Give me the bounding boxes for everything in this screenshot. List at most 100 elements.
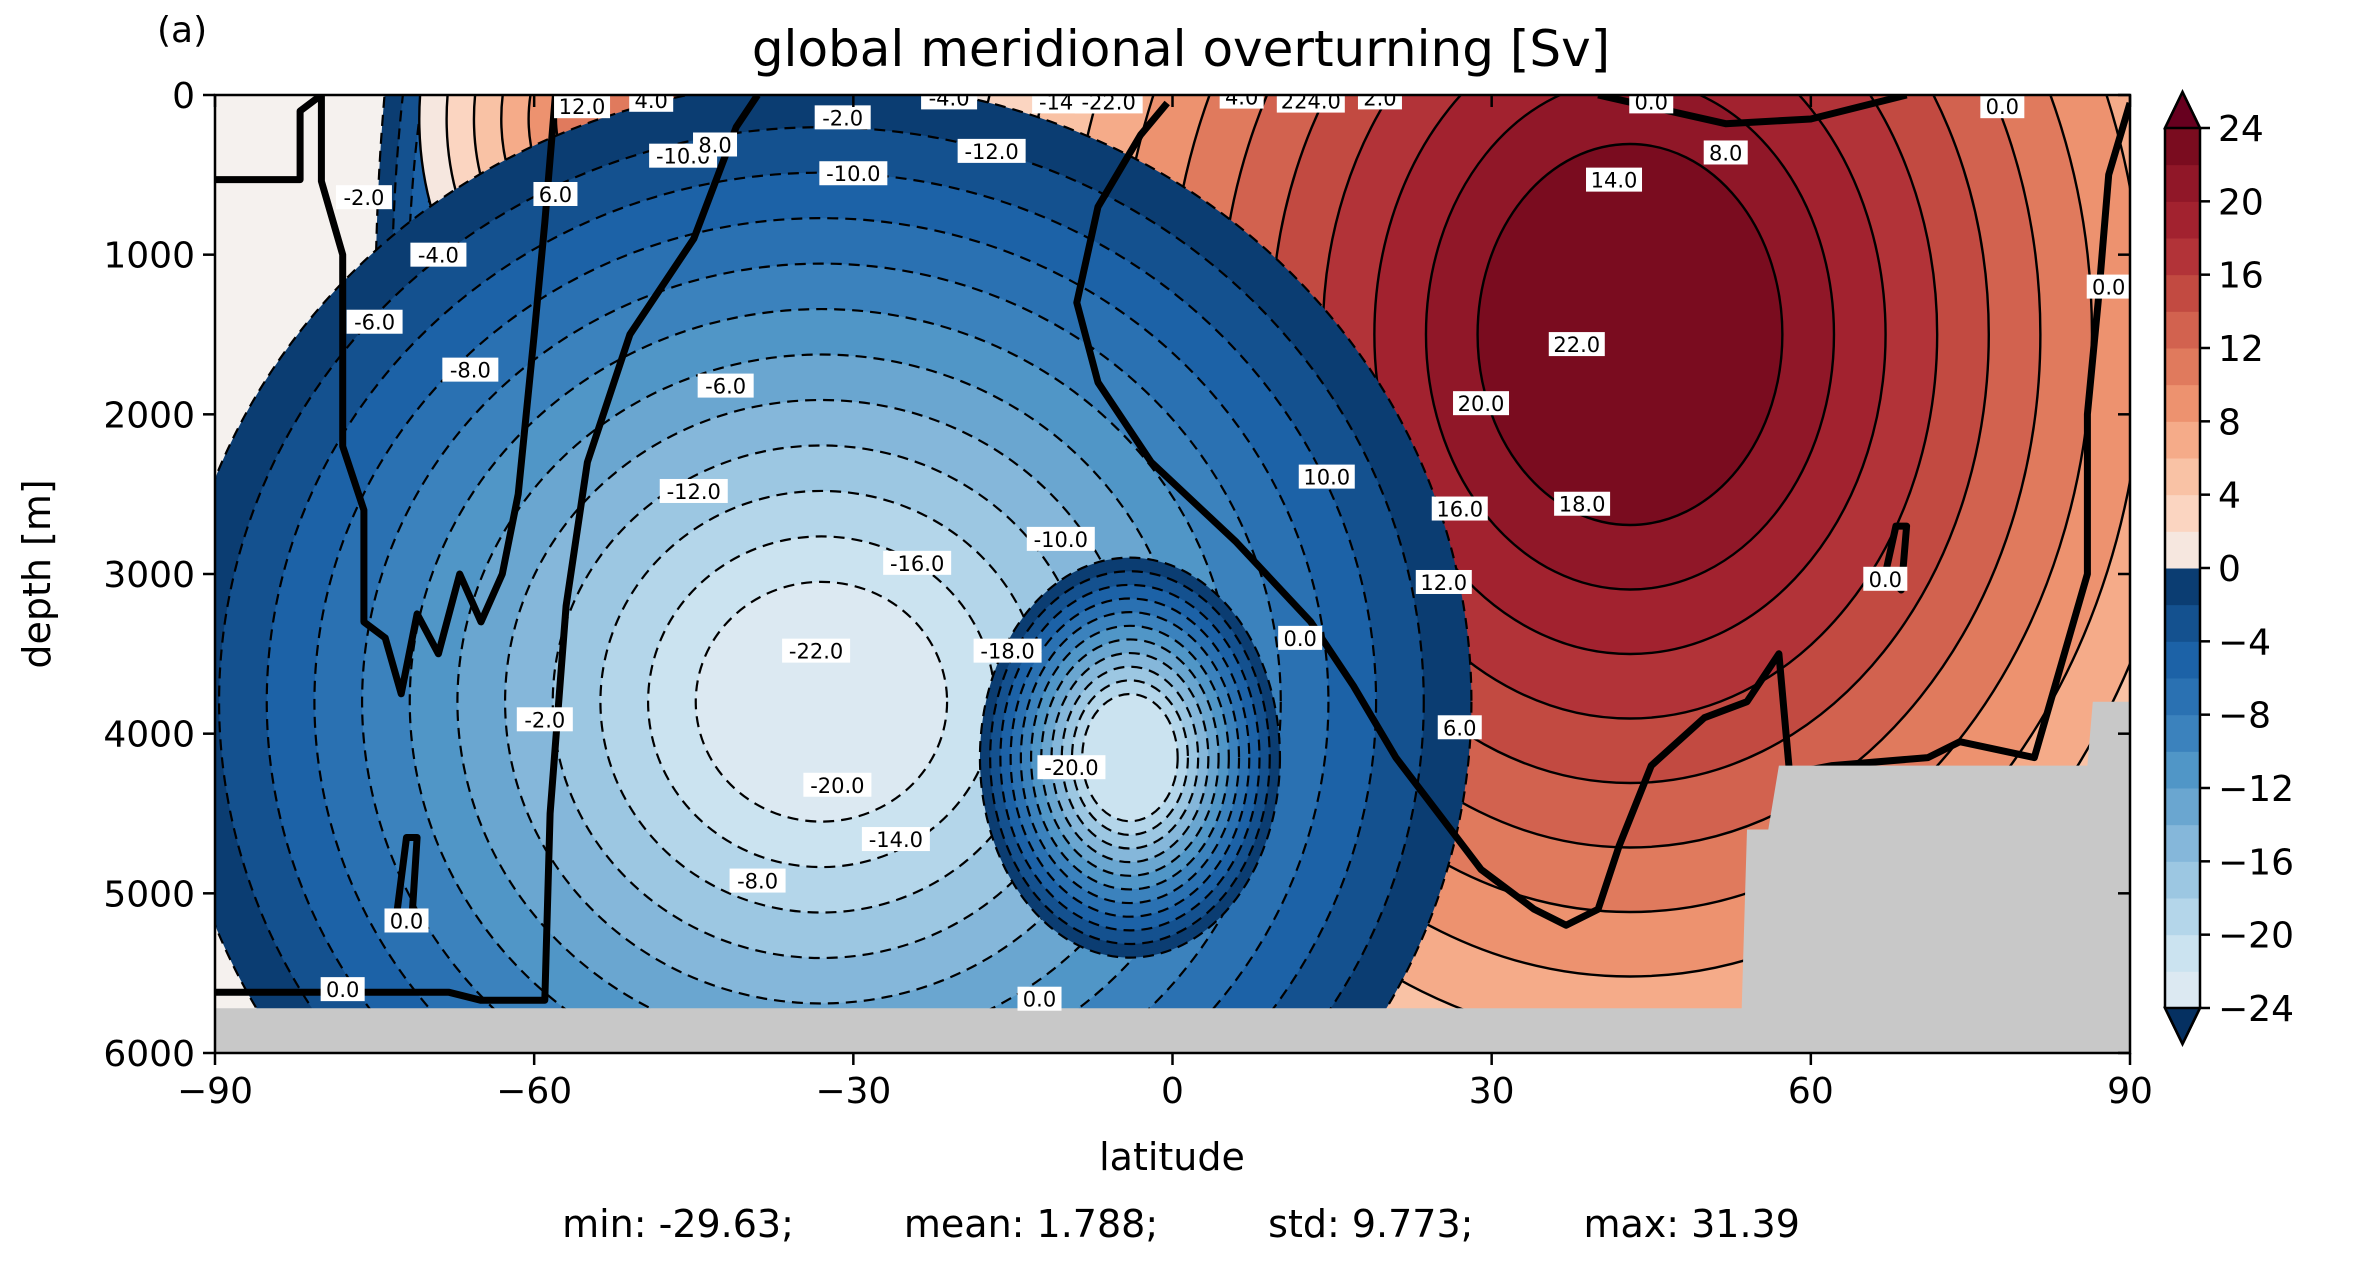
x-tick-label: 0 <box>1161 1071 1184 1112</box>
contour-label-text: -2.0 <box>343 186 384 210</box>
contour-label: 8.0 <box>1703 140 1748 165</box>
contour-label-text: 12.0 <box>1420 571 1467 595</box>
contour-label-text: -4.0 <box>929 86 970 110</box>
contour-label-text: 22.0 <box>1553 333 1600 357</box>
contour-label: -6.0 <box>697 373 754 399</box>
contour-label-text: 14.0 <box>1591 169 1638 193</box>
colorbar-tick-label: −12 <box>2218 769 2294 810</box>
contour-label-bg <box>629 95 674 112</box>
contour-label-bg <box>883 550 952 575</box>
contour-label: 0.0 <box>1278 625 1323 651</box>
contour-label-bg <box>697 373 754 398</box>
contour-label-text: -12.0 <box>667 480 721 504</box>
colorbar-band <box>2165 678 2200 716</box>
contour-label-text: 0.0 <box>1869 568 1902 592</box>
colorbar-band <box>2165 861 2200 899</box>
colorbar-band <box>2165 274 2200 312</box>
panel-label: (a) <box>157 10 208 51</box>
contour-label: 22.0 <box>1548 332 1605 357</box>
y-tick-label: 6000 <box>103 1034 195 1075</box>
contour-label: -10.0 <box>819 161 888 186</box>
colorbar-tick-label: 4 <box>2218 476 2241 517</box>
colorbar-band <box>2165 311 2200 349</box>
colorbar-tick-label: −16 <box>2218 842 2294 883</box>
contour-label-bg <box>1548 332 1605 357</box>
colorbar-tick-label: −20 <box>2218 916 2294 957</box>
colorbar-band <box>2165 971 2200 1009</box>
contour-label: -12.0 <box>659 478 728 504</box>
stat-std: std: 9.773; <box>1268 1202 1474 1246</box>
contour-label-text: 0.0 <box>1283 627 1316 651</box>
contour-label-text: -22.0 <box>1081 90 1135 114</box>
colorbar-band <box>2165 384 2200 422</box>
colorbar-band <box>2165 568 2200 606</box>
colorbar-tick-label: 20 <box>2218 182 2264 223</box>
colorbar-tick-label: 24 <box>2218 109 2264 150</box>
contour-label-bg <box>1219 95 1264 109</box>
contour-label: 20.0 <box>1453 391 1510 416</box>
contour-label-layer: 12.0 4.0-10.08.06.0-2.0-4.0 -14.0-22.0-12.… <box>320 86 2130 1012</box>
zero-contour-line <box>215 95 761 1004</box>
contour-label: -22.0 <box>1074 90 1143 114</box>
nadw-cell-band <box>1476 142 1784 527</box>
aabw-secondary-cell <box>978 556 1282 959</box>
colorbar-band <box>2165 824 2200 862</box>
aabw-cell-band <box>694 580 949 823</box>
contour-label-text: -8.0 <box>450 359 491 383</box>
contour-label-bg <box>1357 95 1402 110</box>
contour-label: -20.0 <box>803 772 872 798</box>
contour-label-bg <box>782 638 851 663</box>
contour-label-text: -20.0 <box>1044 756 1098 780</box>
contour-label-text: 20.0 <box>1458 392 1505 416</box>
contour-label-bg <box>1703 140 1748 165</box>
contour-label: 10.0 <box>1298 464 1355 490</box>
contour-label: 18.0 <box>1554 491 1611 517</box>
contour-label: 0.0 <box>320 977 365 1002</box>
colorbar-tick-label: 16 <box>2218 256 2264 297</box>
contour-label: -8.0 <box>729 868 786 894</box>
contour-label: -2.0 <box>335 185 392 210</box>
colorbar-tick-label: −8 <box>2218 696 2271 737</box>
contour-label-bg <box>1453 391 1510 416</box>
colorbar-band <box>2165 714 2200 752</box>
y-axis-label: depth [m] <box>15 479 59 668</box>
contour-label-text: -12.0 <box>964 140 1018 164</box>
zero-contour-line <box>1073 100 2130 929</box>
contour-label-text: -2.0 <box>822 106 863 130</box>
contour-label-text: -4.0 <box>418 244 459 268</box>
contour-label-bg <box>861 827 930 852</box>
contour-label-bg <box>973 638 1042 663</box>
contour-label: 0.0 <box>384 908 429 933</box>
contour-label-text: -22.0 <box>789 640 843 664</box>
colorbar-band <box>2165 751 2200 789</box>
contour-label-text: 4.0 <box>1225 86 1258 110</box>
contour-label-text: -16.0 <box>890 552 944 576</box>
y-tick-label: 1000 <box>103 236 195 277</box>
colorbar-band <box>2165 201 2200 239</box>
colorbar-band <box>2165 238 2200 276</box>
contour-label: -18.0 <box>973 638 1042 664</box>
contour-label-text: -8.0 <box>737 870 778 894</box>
contour-label: 6.0 <box>1437 715 1482 740</box>
x-tick-label: 60 <box>1788 1071 1834 1112</box>
contour-label: -20.0 <box>1037 755 1106 780</box>
colorbar-band <box>2165 421 2200 459</box>
contour-label-bg <box>410 242 467 267</box>
sea-floor-mask <box>215 701 2130 1053</box>
contour-label-bg <box>533 181 578 206</box>
colorbar-extend-bottom <box>2163 1006 2202 1047</box>
contour-label-text: 6.0 <box>1443 716 1476 740</box>
contour-label-text: -18.0 <box>980 640 1034 664</box>
contour-label-bg <box>516 707 573 732</box>
colorbar-tick-label: −4 <box>2218 622 2271 663</box>
contour-label-bg <box>921 95 978 110</box>
contour-label: 8.0 <box>693 132 738 157</box>
y-tick-label: 2000 <box>103 395 195 436</box>
contour-label-text: -10.0 <box>1034 528 1088 552</box>
contour-label-text: 0.0 <box>390 909 423 933</box>
contour-label: 4.0 <box>629 95 674 113</box>
contour-label-text: -10.0 <box>826 162 880 186</box>
contour-label: 0.0 <box>2086 274 2130 300</box>
contour-label-text: 10.0 <box>1303 466 1350 490</box>
stat-mean: mean: 1.788; <box>903 1202 1159 1246</box>
